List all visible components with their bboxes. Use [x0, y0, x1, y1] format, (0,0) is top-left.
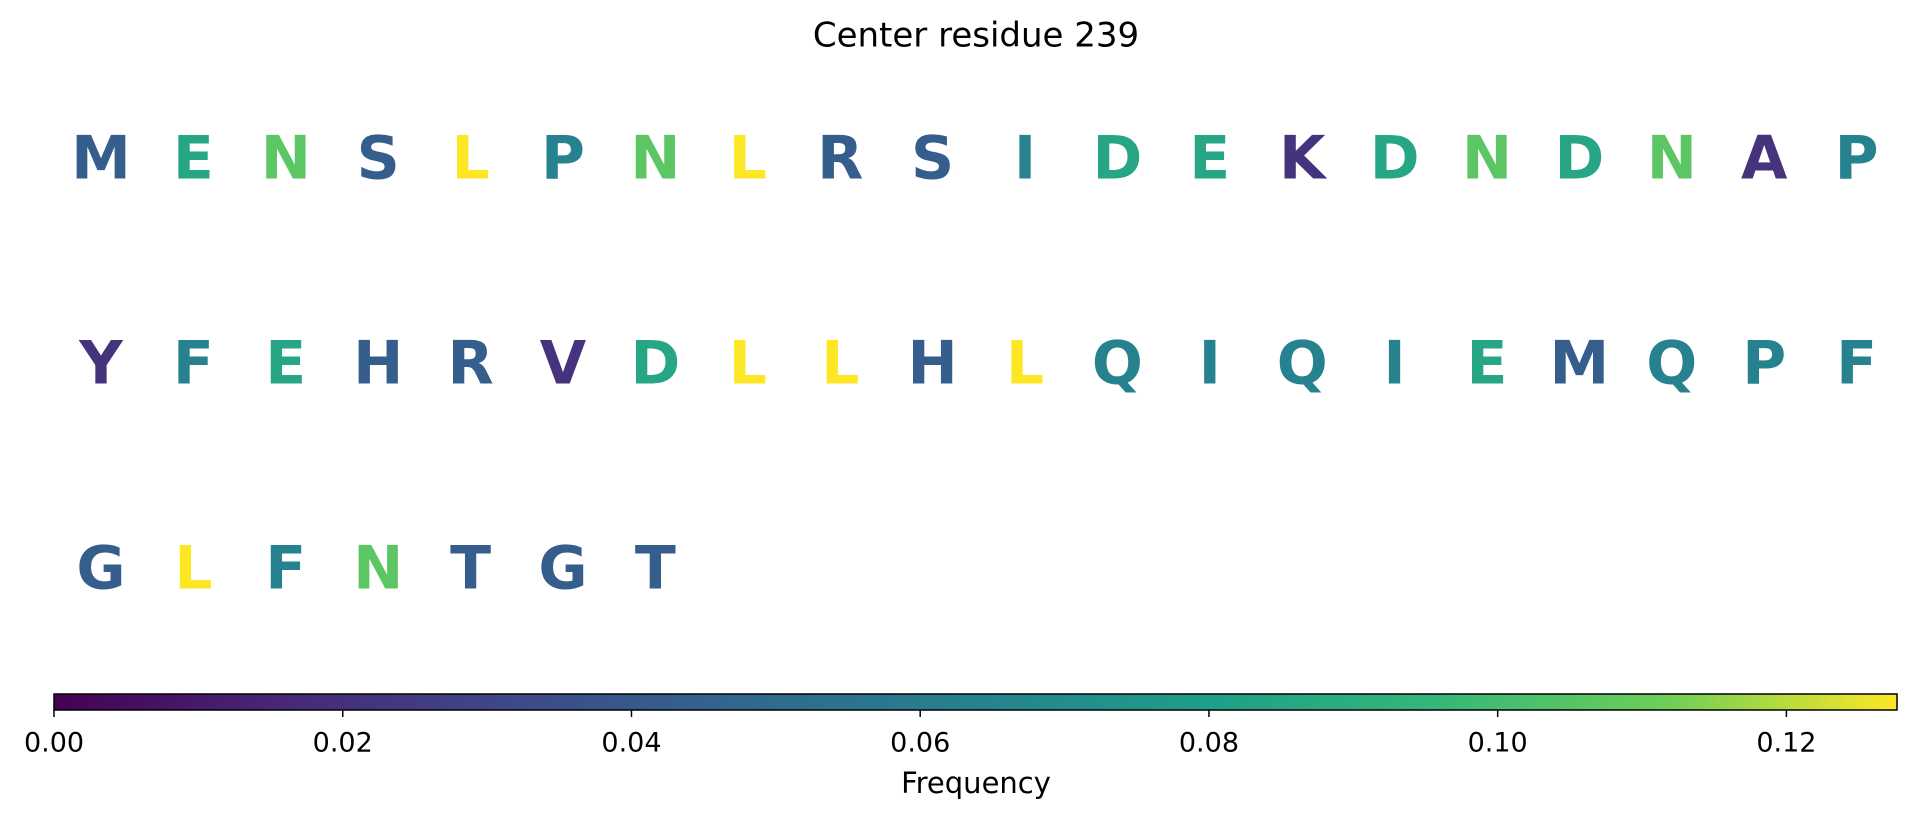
tick-label: 0.06	[890, 728, 950, 759]
residue: L	[729, 329, 767, 399]
residue: E	[1467, 329, 1508, 399]
residue: M	[1550, 329, 1610, 399]
residue: Q	[1092, 329, 1143, 399]
residue: V	[540, 329, 587, 399]
residue: L	[451, 124, 489, 194]
residue: L	[821, 329, 859, 399]
residue: D	[1370, 124, 1420, 194]
residue: N	[630, 124, 680, 194]
tick-label: 0.10	[1468, 728, 1528, 759]
residue: E	[1189, 124, 1230, 194]
residue: I	[1199, 329, 1221, 399]
residue: L	[1006, 329, 1044, 399]
residue: N	[261, 124, 311, 194]
tick-label: 0.04	[601, 728, 661, 759]
residue: N	[353, 534, 403, 604]
tick-label: 0.08	[1179, 728, 1239, 759]
tick-label: 0.00	[24, 728, 84, 759]
residue: I	[1014, 124, 1036, 194]
residue: Q	[1277, 329, 1328, 399]
residue: P	[1835, 124, 1879, 194]
residue: G	[76, 534, 125, 604]
residue: N	[1647, 124, 1697, 194]
residue: T	[635, 534, 676, 604]
residue: R	[447, 329, 493, 399]
residue: I	[1383, 329, 1405, 399]
residue: L	[174, 534, 212, 604]
residue: A	[1741, 124, 1788, 194]
residue: L	[729, 124, 767, 194]
residue: S	[911, 124, 954, 194]
residue: D	[630, 329, 680, 399]
residue: M	[71, 124, 131, 194]
tick-label: 0.02	[313, 728, 373, 759]
residue: F	[1836, 329, 1877, 399]
residue: Q	[1646, 329, 1697, 399]
residue: P	[1742, 329, 1786, 399]
residue: G	[538, 534, 587, 604]
residue: P	[541, 124, 585, 194]
colorbar	[53, 693, 1898, 711]
residue: K	[1279, 124, 1328, 194]
residue: D	[1554, 124, 1604, 194]
residue: F	[265, 534, 306, 604]
residue: F	[173, 329, 214, 399]
residue: N	[1462, 124, 1512, 194]
chart-title: Center residue 239	[813, 16, 1139, 56]
residue: D	[1092, 124, 1142, 194]
residue: E	[173, 124, 214, 194]
residue: R	[817, 124, 863, 194]
residue: H	[353, 329, 403, 399]
colorbar-label: Frequency	[901, 766, 1051, 800]
residue: Y	[78, 329, 124, 399]
residue: H	[907, 329, 957, 399]
residue: S	[357, 124, 400, 194]
residue: E	[265, 329, 306, 399]
tick-label: 0.12	[1756, 728, 1816, 759]
residue: T	[450, 534, 491, 604]
